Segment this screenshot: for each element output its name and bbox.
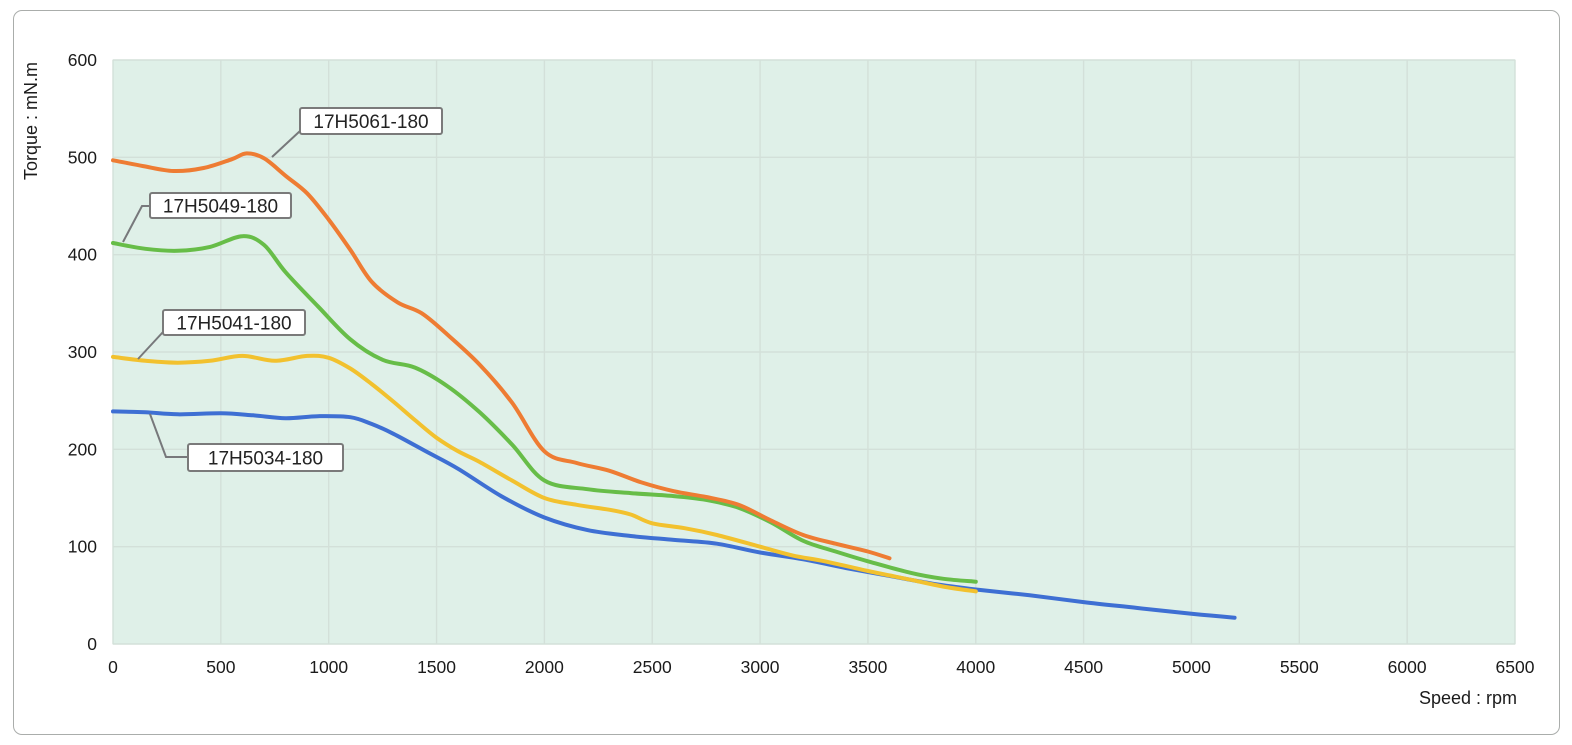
axis-tick-labels: 0 500 1000 1500 2000 2500 3000 3500 4000 4500 5000…	[68, 50, 1535, 677]
x-tick-label: 500	[206, 657, 235, 677]
annotation-17H5049-180: 17H5049-180	[122, 192, 292, 243]
label-text: 17H5061-180	[313, 112, 428, 133]
x-tick-label: 0	[108, 657, 118, 677]
curve-17H5061-180	[111, 151, 892, 561]
annotation-17H5034-180: 17H5034-180	[149, 413, 344, 472]
x-axis-title: Speed : rpm	[1419, 688, 1517, 708]
callout-line	[271, 130, 301, 158]
label-box	[149, 192, 292, 219]
gridlines	[112, 59, 1516, 645]
callout-line	[122, 205, 150, 243]
label-text: 17H5041-180	[176, 314, 291, 335]
x-tick-label: 1500	[417, 657, 456, 677]
label-box	[187, 443, 344, 472]
x-tick-label: 6000	[1388, 657, 1427, 677]
label-text: 17H5034-180	[208, 449, 323, 470]
y-tick-label: 400	[68, 245, 97, 265]
annotation-17H5041-180: 17H5041-180	[137, 309, 306, 360]
x-tick-label: 5500	[1280, 657, 1319, 677]
curve-series	[111, 151, 1237, 620]
curve-17H5049-180	[111, 234, 978, 584]
x-tick-label: 3000	[741, 657, 780, 677]
x-tick-label: 1000	[309, 657, 348, 677]
curve-17H5034-180	[111, 409, 1237, 620]
x-tick-label: 2000	[525, 657, 564, 677]
x-tick-label: 5000	[1172, 657, 1211, 677]
x-tick-label: 6500	[1496, 657, 1535, 677]
label-box	[299, 107, 443, 135]
y-tick-label: 200	[68, 439, 97, 459]
x-tick-label: 2500	[633, 657, 672, 677]
y-axis-title: Torque : mN.m	[21, 62, 41, 180]
y-tick-label: 300	[68, 342, 97, 362]
x-tick-label: 3500	[848, 657, 887, 677]
series-label-callouts: 17H5061-180 17H5049-180 17H5041-180 17H5034…	[122, 107, 443, 472]
x-tick-label: 4000	[956, 657, 995, 677]
curve-17H5041-180	[111, 353, 978, 594]
callout-line	[137, 331, 164, 360]
label-text: 17H5049-180	[163, 197, 278, 218]
callout-line	[149, 413, 188, 458]
label-box	[162, 309, 306, 336]
annotation-17H5061-180: 17H5061-180	[271, 107, 443, 158]
y-tick-label: 600	[68, 50, 97, 70]
y-tick-label: 500	[68, 147, 97, 167]
x-tick-label: 4500	[1064, 657, 1103, 677]
y-tick-label: 100	[68, 537, 97, 557]
y-tick-label: 0	[87, 634, 97, 654]
